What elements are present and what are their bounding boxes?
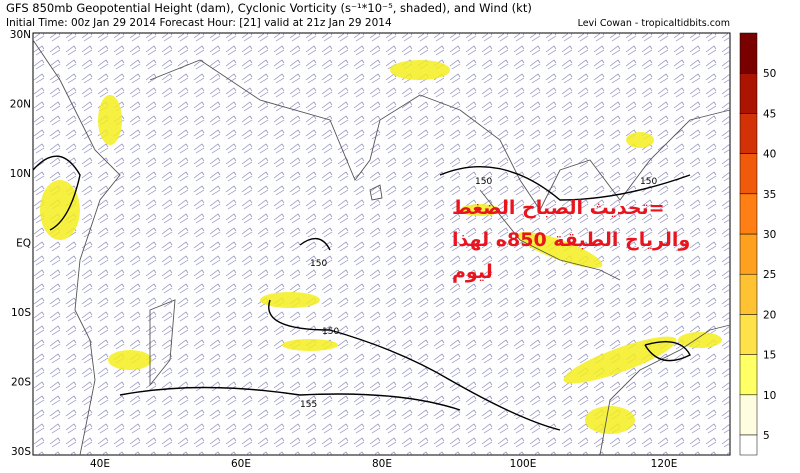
overlay-text: =تحديث الصباح الضغط والرياح الطبقة 850ه ل… xyxy=(452,197,690,283)
colorbar-segment xyxy=(739,273,758,315)
lat-label: EQ xyxy=(16,238,31,250)
colorbar-segment xyxy=(739,193,758,235)
colorbar-label: 20 xyxy=(763,309,776,321)
overlay-line: ليوم xyxy=(452,261,493,283)
colorbar-segment xyxy=(739,113,758,154)
contour-label: 150 xyxy=(640,177,657,187)
colorbar-segment xyxy=(739,153,758,195)
colorbar-segment xyxy=(739,354,758,396)
overlay-line: =تحديث الصباح الضغط xyxy=(452,197,665,219)
map: 150 150 150 150 155 xyxy=(32,32,731,456)
title: GFS 850mb Geopotential Height (dam), Cyc… xyxy=(6,1,532,15)
colorbar-label: 50 xyxy=(763,68,776,80)
lat-label: 30S xyxy=(11,446,31,458)
lon-label: 60E xyxy=(231,458,251,470)
lat-axis: 30N 20N 10N EQ 10S 20S 30S xyxy=(10,29,32,458)
colorbar-label: 30 xyxy=(763,229,776,241)
colorbar-base xyxy=(739,434,758,456)
lat-label: 10S xyxy=(11,307,31,319)
colorbar-label: 45 xyxy=(763,108,776,120)
subtitle: Initial Time: 00z Jan 29 2014 Forecast H… xyxy=(6,17,392,29)
contour-label: 155 xyxy=(300,400,317,410)
lat-label: 10N xyxy=(10,168,31,180)
colorbar-segment xyxy=(739,233,758,275)
colorbar-label: 40 xyxy=(763,149,776,161)
lon-axis: 40E 60E 80E 100E 120E xyxy=(90,458,677,470)
colorbar-label: 15 xyxy=(763,350,776,362)
overlay-line: والرياح الطبقة 850ه لهذا xyxy=(452,229,690,251)
colorbar-label: 25 xyxy=(763,269,776,281)
lon-label: 120E xyxy=(651,458,678,470)
lat-label: 20N xyxy=(10,99,31,111)
colorbar-segment xyxy=(739,314,758,355)
lon-label: 40E xyxy=(90,458,110,470)
lat-label: 20S xyxy=(11,377,31,389)
colorbar-segment xyxy=(739,32,758,74)
colorbar-label: 10 xyxy=(763,390,776,402)
lon-label: 100E xyxy=(510,458,537,470)
colorbar-segment xyxy=(739,394,758,436)
credit: Levi Cowan - tropicaltidbits.com xyxy=(578,18,730,29)
colorbar-segment xyxy=(739,72,758,114)
contour-label: 150 xyxy=(475,177,492,187)
contour-label: 150 xyxy=(322,327,339,337)
colorbar-label: 35 xyxy=(763,189,776,201)
lon-label: 80E xyxy=(372,458,392,470)
colorbar-label: 5 xyxy=(763,430,770,442)
colorbar: 5 10 15 20 25 30 35 40 45 50 xyxy=(739,32,776,456)
lat-label: 30N xyxy=(10,29,31,41)
contour-label: 150 xyxy=(310,259,327,269)
